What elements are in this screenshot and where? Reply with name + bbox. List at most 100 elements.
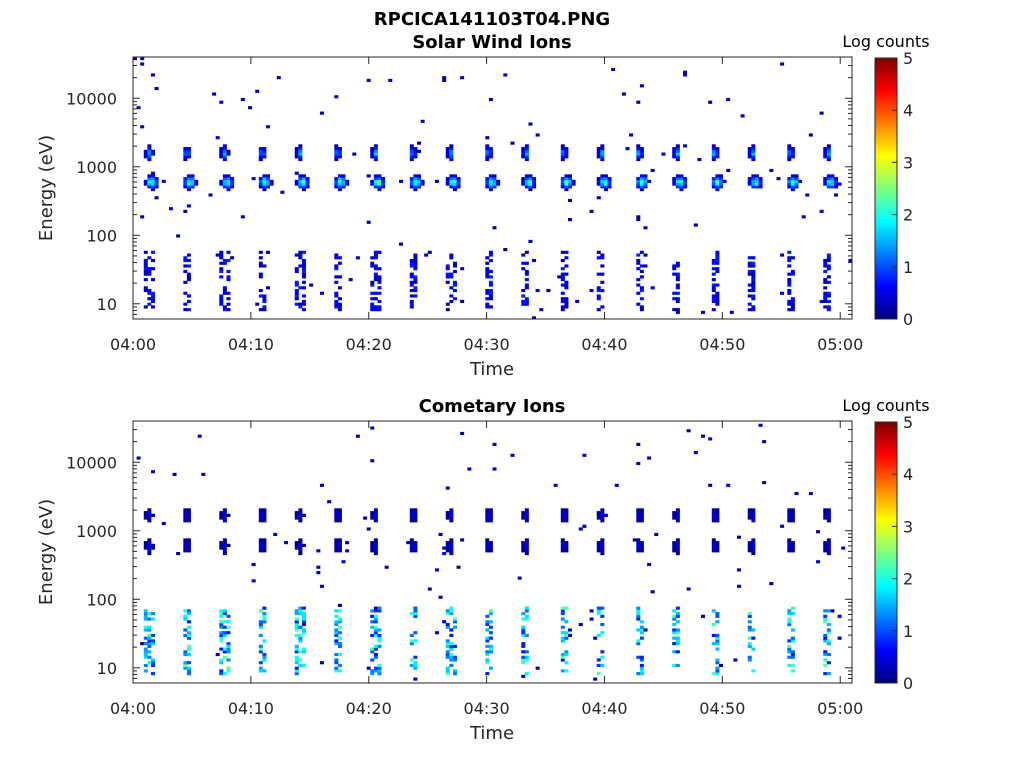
- spectrogram-cell: [564, 513, 569, 517]
- spectrogram-cell: [568, 633, 572, 638]
- spectrogram-cell: [377, 609, 382, 613]
- spectrogram-cell: [424, 253, 429, 257]
- spectrogram-cell: [701, 310, 706, 314]
- spectrogram-cell: [636, 519, 641, 523]
- spectrogram-cell: [294, 297, 299, 301]
- spectrogram-cell: [337, 609, 342, 613]
- spectrogram-cell: [409, 543, 414, 547]
- spectrogram-cell: [413, 609, 418, 613]
- spectrogram-cell: [334, 639, 339, 643]
- spectrogram-cell: [826, 519, 831, 523]
- spectrogram-cell: [564, 149, 569, 153]
- spectrogram-cell: [524, 609, 529, 613]
- spectrogram-cell: [693, 223, 698, 227]
- spectrogram-cell: [373, 519, 378, 523]
- spectrogram-cell: [442, 76, 447, 80]
- spectrogram-cell: [273, 532, 278, 537]
- spectrogram-cell: [337, 636, 342, 640]
- spectrogram-cell: [266, 286, 271, 290]
- spectrogram-cell: [675, 185, 680, 189]
- spectrogram-cell: [560, 297, 565, 301]
- spectrogram-cell: [643, 264, 648, 268]
- spectrogram-cell: [294, 650, 299, 654]
- spectrogram-cell: [298, 541, 303, 545]
- spectrogram-cell: [672, 516, 677, 520]
- spectrogram-cell: [560, 185, 565, 189]
- spectrogram-cell: [143, 541, 148, 545]
- spectrogram-cell: [683, 177, 688, 181]
- spectrogram-cell: [301, 275, 306, 279]
- spectrogram-cell: [560, 272, 565, 276]
- spectrogram-cell: [262, 308, 267, 312]
- spectrogram-cell: [488, 508, 493, 512]
- spectrogram-cell: [266, 179, 271, 183]
- spectrogram-cell: [258, 666, 263, 670]
- spectrogram-cell: [452, 179, 457, 183]
- spectrogram-cell: [460, 538, 465, 542]
- spectrogram-cell: [334, 264, 339, 268]
- spectrogram-cell: [409, 513, 414, 517]
- spectrogram-cell: [636, 628, 641, 632]
- x-tick-label: 04:00: [110, 699, 156, 718]
- spectrogram-cell: [823, 149, 828, 153]
- spectrogram-cell: [532, 185, 537, 189]
- spectrogram-cell: [672, 179, 677, 183]
- spectrogram-cell: [790, 256, 795, 260]
- colorbar-gradient: [875, 58, 897, 319]
- spectrogram-cell: [373, 538, 378, 542]
- spectrogram-cell: [524, 614, 529, 618]
- spectrogram-cell: [675, 157, 680, 162]
- spectrogram-cell: [226, 174, 231, 178]
- spectrogram-cell: [413, 155, 418, 159]
- spectrogram-cell: [722, 179, 727, 183]
- spectrogram-cell: [373, 182, 378, 186]
- spectrogram-cell: [492, 442, 497, 446]
- spectrogram-cell: [675, 541, 680, 545]
- spectrogram-cell: [751, 144, 756, 148]
- spectrogram-cell: [715, 177, 720, 181]
- spectrogram-cell: [715, 256, 720, 260]
- spectrogram-cell: [568, 218, 572, 222]
- spectrogram-cell: [222, 185, 227, 189]
- spectrogram-cell: [413, 261, 418, 265]
- spectrogram-cell: [417, 174, 421, 178]
- spectrogram-cell: [787, 513, 792, 517]
- spectrogram-cell: [219, 620, 224, 624]
- spectrogram-cell: [790, 272, 795, 276]
- spectrogram-cell: [269, 182, 274, 186]
- spectrogram-cell: [262, 155, 267, 159]
- spectrogram-cell: [434, 179, 439, 183]
- spectrogram-cell: [226, 291, 231, 295]
- spectrogram-cell: [790, 511, 795, 515]
- spectrogram-cell: [219, 250, 224, 254]
- spectrogram-cell: [639, 549, 644, 553]
- spectrogram-cell: [373, 644, 378, 648]
- spectrogram-cell: [675, 546, 680, 550]
- spectrogram-cell: [747, 543, 752, 547]
- spectrogram-cell: [524, 286, 529, 290]
- spectrogram-cell: [823, 650, 828, 654]
- spectrogram-cell: [560, 182, 565, 186]
- spectrogram-cell: [212, 92, 217, 96]
- spectrogram-cell: [718, 185, 723, 189]
- spectrogram-cell: [510, 453, 515, 457]
- spectrogram-cell: [147, 297, 152, 301]
- spectrogram-cell: [787, 644, 792, 648]
- spectrogram-cell: [186, 258, 191, 263]
- spectrogram-cell: [449, 549, 454, 553]
- spectrogram-cell: [596, 308, 601, 312]
- spectrogram-cell: [226, 669, 231, 673]
- spectrogram-cell: [147, 157, 152, 162]
- spectrogram-cell: [751, 305, 756, 309]
- spectrogram-cell: [485, 267, 490, 271]
- spectrogram-cell: [136, 456, 141, 460]
- spectrogram-cell: [787, 519, 792, 523]
- spectrogram-cell: [298, 609, 303, 613]
- spectrogram-cell: [596, 182, 601, 186]
- spectrogram-cell: [521, 661, 526, 665]
- spectrogram-cell: [222, 543, 227, 547]
- spectrogram-cell: [219, 152, 224, 156]
- spectrogram-cell: [751, 519, 756, 523]
- spectrogram-cell: [409, 261, 414, 265]
- spectrogram-cell: [445, 644, 450, 648]
